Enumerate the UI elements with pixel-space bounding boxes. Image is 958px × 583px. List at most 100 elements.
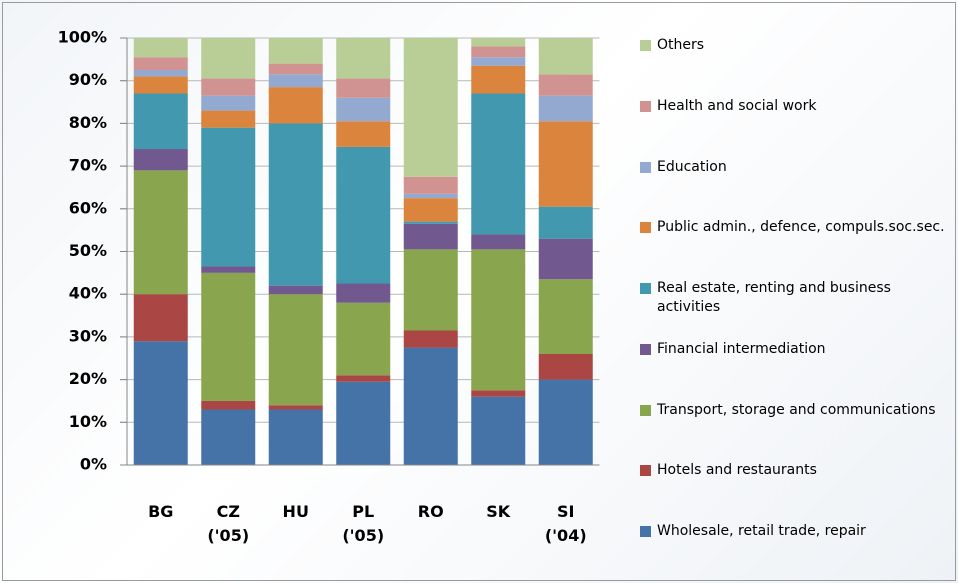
legend-item: Others (640, 36, 950, 55)
legend-item: Financial intermediation (640, 340, 950, 359)
legend-swatch (640, 161, 651, 173)
y-tick-label: 70% (69, 156, 107, 175)
bar-segment (133, 170, 188, 295)
legend-swatch (640, 40, 651, 51)
bar-segment (538, 353, 593, 380)
bar-segment (471, 390, 526, 397)
legend-swatch (640, 222, 651, 234)
bar-segment (268, 285, 323, 295)
bar-segment (201, 272, 256, 401)
y-tick-label: 40% (69, 284, 107, 303)
legend-label: Real estate, renting and business activi… (657, 280, 891, 315)
bar-segment (471, 249, 526, 391)
bar-segment (538, 206, 593, 239)
bar-segment (403, 38, 458, 177)
bar-segment (538, 95, 593, 122)
legend-item: Education (640, 158, 950, 177)
bar-segment (268, 409, 323, 465)
legend-label: Others (657, 37, 705, 53)
bar-segment (471, 46, 526, 58)
bar-segment (201, 78, 256, 96)
bar-segment (133, 149, 188, 171)
bar-segment (336, 375, 391, 382)
bar-segment (133, 341, 188, 465)
bar-segment (133, 76, 188, 94)
bar-segment (268, 63, 323, 75)
legend-swatch (640, 404, 651, 416)
legend-swatch (640, 283, 651, 294)
bar-segment (133, 38, 188, 58)
x-tick-label: BG (148, 502, 174, 521)
legend-label: Education (657, 158, 727, 175)
bar-segment (201, 266, 256, 273)
x-tick-label: SI ('04) (544, 502, 587, 545)
bar-segment (471, 38, 526, 47)
bar-segment (403, 221, 458, 224)
bar-segment (201, 110, 256, 128)
bar-segment (336, 121, 391, 147)
legend-label: Health and social work (657, 97, 817, 114)
bar-segment (403, 193, 458, 199)
x-tick-label: RO (417, 502, 444, 521)
bar-segment (201, 127, 256, 267)
bar-segment (538, 279, 593, 354)
y-tick-label: 20% (69, 369, 107, 388)
bar-segment (268, 38, 323, 64)
bar-segment (336, 283, 391, 303)
bar-segment (538, 38, 593, 75)
x-tick-label: PL ('05) (342, 502, 385, 545)
bar-segment (336, 78, 391, 98)
bar-segment (268, 123, 323, 286)
legend-swatch (640, 465, 651, 477)
bar-segment (268, 87, 323, 124)
bar-segment (268, 405, 323, 410)
bar-segment (133, 57, 188, 71)
legend-item: Real estate, renting and business activi… (640, 279, 950, 317)
bar-segment (336, 38, 391, 79)
bar-segment (336, 302, 391, 376)
x-tick-label: CZ ('05) (207, 502, 250, 545)
legend-item: Public admin., defence, compuls.soc.sec. (640, 218, 950, 237)
bar-segment (538, 121, 593, 207)
y-tick-label: 0% (80, 455, 107, 474)
legend-item: Hotels and restaurants (640, 461, 950, 480)
bar-segment (201, 400, 256, 410)
legend-label: Wholesale, retail trade, repair (657, 523, 866, 539)
bar-segment (403, 198, 458, 222)
legend-item: Wholesale, retail trade, repair (640, 522, 950, 541)
legend-swatch (640, 100, 651, 112)
legend-label: Hotels and restaurants (657, 462, 817, 479)
bar-segment (336, 146, 391, 284)
bar-segment (403, 249, 458, 331)
bar-segment (133, 294, 188, 342)
x-tick-label: HU (282, 502, 309, 521)
bar-segment (471, 57, 526, 66)
bar-segment (403, 176, 458, 194)
x-tick-label: SK (486, 502, 511, 521)
bar-segment (538, 74, 593, 96)
bar-segment (403, 330, 458, 348)
bar-segment (471, 396, 526, 465)
bar-segment (471, 93, 526, 235)
legend-label: Public admin., defence, compuls.soc.sec. (657, 219, 945, 236)
legend-item: Transport, storage and communications (640, 401, 950, 420)
bar-segment (471, 234, 526, 250)
legend-label: Financial intermediation (657, 340, 826, 357)
bar-segment (201, 409, 256, 465)
y-tick-label: 10% (69, 412, 107, 431)
bar-segment (268, 294, 323, 406)
y-tick-label: 90% (69, 70, 107, 89)
bar-segment (538, 379, 593, 465)
bar-segment (403, 223, 458, 250)
y-tick-label: 30% (69, 326, 107, 345)
legend-swatch (640, 343, 651, 355)
bar-segment (336, 381, 391, 465)
y-tick-label: 50% (69, 241, 107, 260)
bar-segment (133, 93, 188, 150)
bar-segment (336, 97, 391, 122)
y-tick-label: 80% (69, 113, 107, 132)
bar-segment (538, 238, 593, 280)
